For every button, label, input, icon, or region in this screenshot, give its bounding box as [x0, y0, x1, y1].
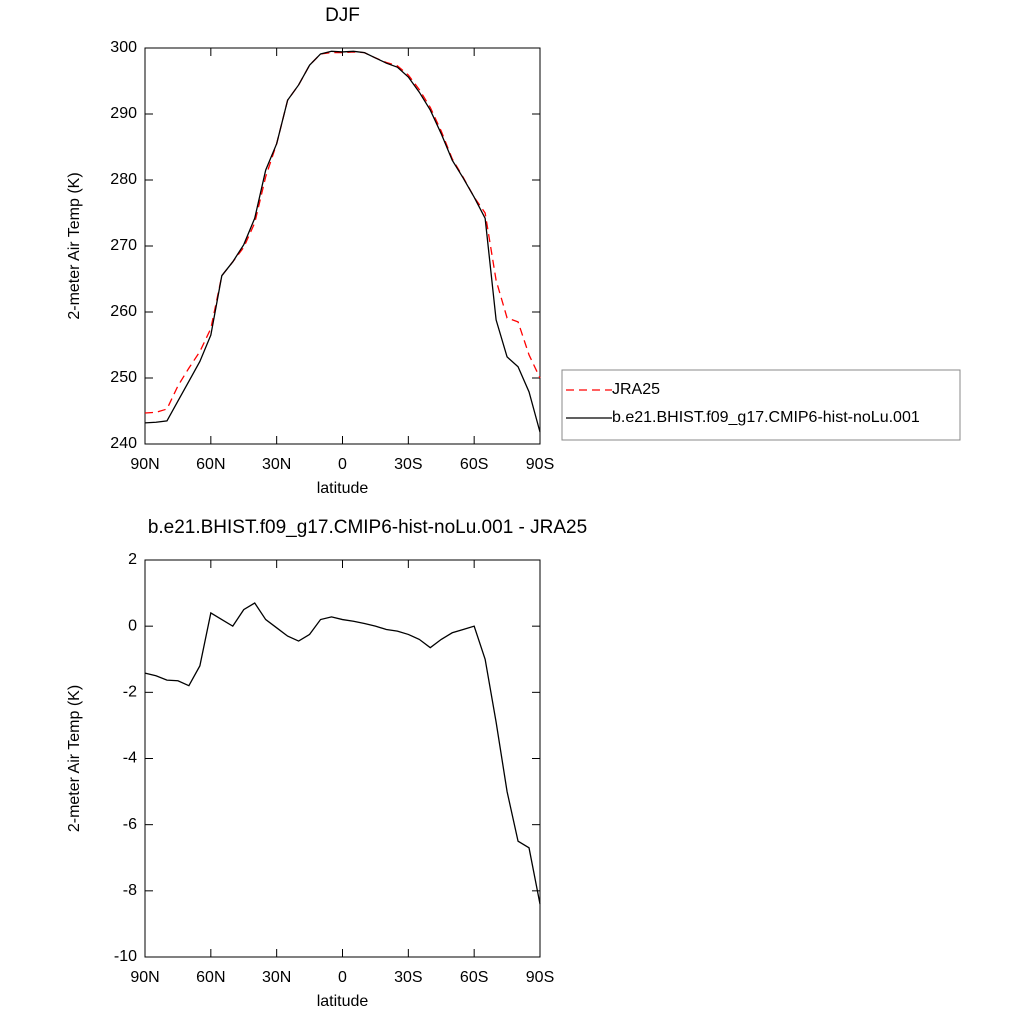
y-tick-label: 250: [110, 369, 137, 386]
y-tick-label: -4: [123, 750, 137, 767]
legend-label: JRA25: [612, 381, 660, 398]
legend-label: b.e21.BHIST.f09_g17.CMIP6-hist-noLu.001: [612, 409, 920, 426]
x-tick-label: 60S: [460, 456, 488, 473]
data-line: [144, 602, 541, 905]
x-tick-label: 90S: [526, 969, 554, 986]
chart-title: DJF: [325, 5, 360, 26]
y-tick-label: 2: [128, 551, 137, 568]
y-axis-label: 2-meter Air Temp (K): [66, 172, 83, 319]
x-tick-label: 60N: [196, 969, 225, 986]
y-tick-label: 240: [110, 435, 137, 452]
y-tick-label: -8: [123, 882, 137, 899]
y-tick-label: -6: [123, 816, 137, 833]
x-tick-label: 30N: [262, 969, 291, 986]
x-axis-label: latitude: [317, 480, 369, 497]
x-tick-label: 60S: [460, 969, 488, 986]
x-tick-label: 0: [338, 969, 347, 986]
x-tick-label: 90S: [526, 456, 554, 473]
x-tick-label: 90N: [130, 969, 159, 986]
x-tick-label: 30S: [394, 456, 422, 473]
y-tick-label: -10: [114, 948, 137, 965]
y-tick-label: 290: [110, 105, 137, 122]
x-axis-label: latitude: [317, 993, 369, 1010]
y-tick-label: 260: [110, 303, 137, 320]
data-line: [144, 50, 541, 433]
y-tick-label: -2: [123, 684, 137, 701]
data-line: [144, 51, 541, 414]
plot-frame: [144, 47, 541, 445]
x-tick-label: 60N: [196, 456, 225, 473]
y-tick-label: 280: [110, 171, 137, 188]
y-tick-label: 0: [128, 617, 137, 634]
y-axis-label: 2-meter Air Temp (K): [66, 685, 83, 832]
x-tick-label: 30S: [394, 969, 422, 986]
legend-box: [561, 369, 961, 441]
x-tick-label: 30N: [262, 456, 291, 473]
y-tick-label: 300: [110, 39, 137, 56]
x-tick-label: 90N: [130, 456, 159, 473]
y-tick-label: 270: [110, 237, 137, 254]
x-tick-label: 0: [338, 456, 347, 473]
chart-title: b.e21.BHIST.f09_g17.CMIP6-hist-noLu.001 …: [148, 517, 587, 538]
